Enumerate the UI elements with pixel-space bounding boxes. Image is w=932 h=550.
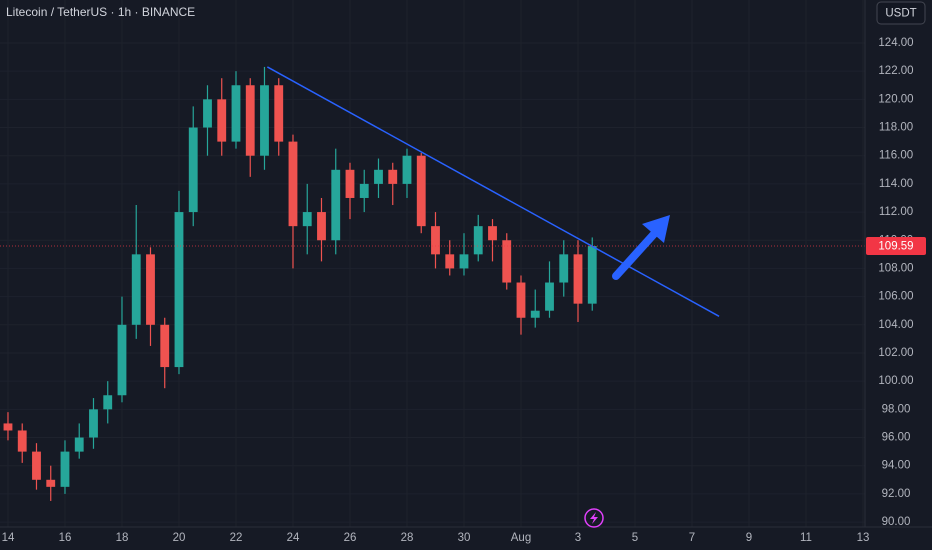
candle-body (103, 395, 113, 410)
y-tick-label: 120.00 (878, 93, 913, 105)
candle-body (245, 85, 255, 156)
candle-body (317, 212, 326, 241)
last-price-box (866, 237, 926, 256)
y-tick-label: 102.00 (878, 347, 913, 359)
candle-body (359, 183, 369, 198)
candle-body (445, 254, 455, 269)
candle-body (89, 409, 98, 438)
axes: 90.00 92.00 94.00 96.00 98.00 100.00 102.00 104… (2, 37, 926, 544)
candle-body (117, 324, 127, 396)
x-tick-label: Aug (511, 532, 531, 544)
candle-body (274, 85, 284, 142)
candle-body (3, 423, 13, 431)
y-tick-label: 100.00 (878, 375, 913, 387)
candle-body (188, 127, 198, 213)
x-tick-label: 16 (59, 532, 72, 544)
candle-body (203, 99, 212, 128)
candles (3, 66, 597, 501)
y-tick-label: 106.00 (878, 291, 913, 303)
candle-body (288, 141, 298, 227)
candle-body (374, 169, 383, 184)
x-tick-label: 11 (800, 532, 812, 544)
x-tick-label: 22 (230, 532, 243, 544)
events-bolt[interactable] (590, 512, 598, 524)
y-tick-label: 118.00 (879, 122, 913, 134)
x-tick-label: 20 (173, 532, 186, 544)
x-tick-label: 13 (857, 532, 870, 544)
y-tick-label: 122.00 (878, 65, 913, 77)
events-circle[interactable] (584, 508, 604, 528)
events-icon[interactable] (584, 508, 604, 528)
candle-body (416, 155, 426, 227)
candle-body (146, 254, 155, 325)
x-tick-label: 7 (689, 532, 695, 544)
candle-body (131, 254, 141, 325)
candle-body (502, 240, 512, 283)
candle-body (559, 254, 569, 283)
x-tick-label: 5 (632, 532, 638, 544)
x-tick-label: 18 (116, 532, 129, 544)
candle-body (587, 246, 597, 304)
candle-body (431, 226, 440, 255)
x-tick-label: 24 (287, 532, 300, 544)
arrow-annotation (612, 215, 670, 280)
candle-body (217, 99, 227, 142)
candle-body (160, 324, 170, 368)
candle-body (530, 310, 540, 318)
currency-box[interactable] (876, 1, 926, 25)
y-tick-label: 94.00 (882, 460, 911, 472)
y-tick-label: 112.00 (879, 206, 913, 218)
candle-body (402, 155, 412, 184)
y-tick-label: 96.00 (882, 432, 911, 444)
currency-label[interactable]: USDT (885, 8, 916, 20)
x-tick-label: 26 (344, 532, 357, 544)
x-tick-label: 30 (458, 532, 471, 544)
candle-body (545, 282, 554, 311)
overlay (0, 66, 865, 317)
candle-body (260, 85, 269, 156)
x-tick-label: 28 (401, 532, 414, 544)
candle-body (488, 226, 497, 241)
candle-body (345, 169, 355, 198)
candle-body (388, 169, 398, 184)
candle-body (473, 226, 483, 255)
candle-body (302, 212, 312, 227)
last-price-label: 109.59 (878, 241, 913, 253)
y-tick-label: 116.00 (879, 150, 913, 162)
arrow-shaft (612, 230, 658, 280)
candle-body (573, 254, 583, 304)
arrow-head (642, 215, 670, 243)
y-tick-label: 90.00 (882, 516, 911, 528)
candle-body (17, 430, 27, 452)
x-tick-label: 14 (2, 532, 15, 544)
y-tick-label: 114.00 (879, 178, 913, 190)
candle-body (174, 212, 184, 368)
candle-body (32, 451, 41, 480)
chart-title: Litecoin / TetherUS · 1h · BINANCE (6, 5, 195, 19)
y-tick-label: 104.00 (878, 319, 913, 331)
candle-body (231, 85, 241, 142)
y-tick-label: 124.00 (878, 37, 913, 49)
candle-body (46, 479, 56, 487)
x-tick-label: 9 (746, 532, 752, 544)
y-tick-label: 92.00 (882, 488, 911, 500)
trendline (266, 66, 720, 317)
candle-body (74, 437, 84, 452)
candle-body (60, 451, 70, 487)
candle-body (516, 282, 526, 318)
candle-body (459, 254, 469, 269)
y-tick-label: 108.00 (878, 262, 913, 274)
y-tick-label: 98.00 (882, 403, 911, 415)
x-tick-label: 3 (575, 532, 581, 544)
candle-body (331, 169, 341, 241)
